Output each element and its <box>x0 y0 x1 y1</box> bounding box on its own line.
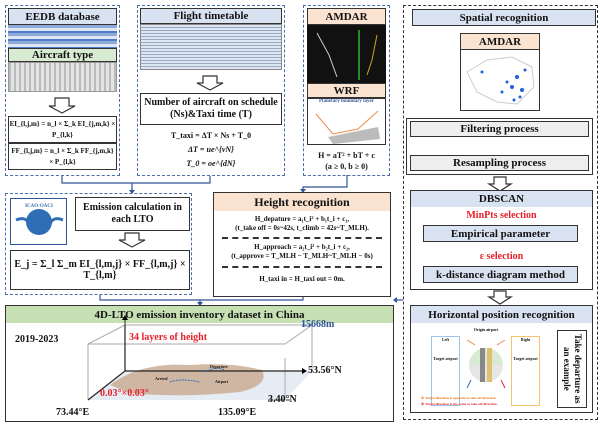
spatial-title: Spatial recognition <box>412 9 596 26</box>
eedb-panel <box>5 5 120 176</box>
south-lat-label: 3.40°N <box>268 394 297 405</box>
aircraft-type-title: Aircraft type <box>8 48 117 62</box>
example-note: Take departure as an example <box>557 330 587 408</box>
epsilon-label: ε selection <box>479 251 524 262</box>
china-map <box>110 364 264 396</box>
right-case: Right Target airport <box>511 336 540 406</box>
spatial-panel <box>403 5 598 420</box>
dbscan-title: DBSCAN <box>411 191 592 207</box>
note-2: ② Target direction is the same as take o… <box>421 402 498 406</box>
origin-label: Origin airport <box>473 327 499 332</box>
emission-formula: E_j = Σ_l Σ_m EI_{l,m,j} × FF_{l,m,j} × … <box>10 250 190 290</box>
resolution-label: 0.03°×0.03° <box>100 388 149 399</box>
inventory-title: 4D-LTO emission inventory dataset in Chi… <box>6 306 393 323</box>
east-lon-label: 135.09°E <box>218 407 257 418</box>
amdar-title: AMDAR <box>307 8 386 25</box>
timetable-title: Flight timetable <box>140 8 282 24</box>
empirical-box: Empirical parameter <box>423 225 578 242</box>
height-condition: (a ≥ 0, b ≥ 0) <box>325 162 368 171</box>
amdar-sounding-image <box>307 25 386 83</box>
aircraft-table-image <box>8 62 117 92</box>
approach-formula: H_approach = a₂t_i² + b₂t_i + c₂, (t_appr… <box>214 243 390 261</box>
north-lat-label: 53.56°N <box>308 365 342 376</box>
target-label: Target airport <box>513 356 538 361</box>
wrf-title: WRF <box>307 83 386 98</box>
west-lon-label: 73.44°E <box>56 407 90 418</box>
minpts-label: MinPts selection <box>466 210 537 221</box>
eedb-title: EEDB database <box>8 8 117 25</box>
horizontal-title: Horizontal position recognition <box>411 306 592 323</box>
height-formula: H = aT² + bT + c <box>318 151 375 160</box>
amdar-points-map <box>462 52 538 109</box>
timetable-panel <box>137 5 285 176</box>
approach-time: (t_approve = T_MLH − T_MLH~T_MLH − 0s) <box>231 252 373 260</box>
note-1: ① Target direction is opposite to take o… <box>421 396 497 400</box>
ei-formula: EI_{l,j,m} = n_l × Σ_k EI_{j,m,k} × P_{l… <box>8 116 117 143</box>
resampling-box: Resampling process <box>410 155 589 171</box>
top-height-label: 15668m <box>301 319 335 330</box>
t0-formula: T_0 = oe^{dN} <box>186 159 236 168</box>
taxi-height-formula: H_taxi in = H_taxi out = 0m. <box>259 275 345 283</box>
year-range: 2019-2023 <box>15 334 59 345</box>
left-label: Left <box>441 337 450 342</box>
airport-label: Airport <box>215 379 229 384</box>
pbl-image: Planetary boundary layer <box>307 98 386 145</box>
kdistance-box: k-distance diagram method <box>423 266 578 283</box>
approach-eq: H_approach = a₂t_i² + b₂t_i + c₂, <box>254 243 350 251</box>
departure-label: Departure <box>210 364 228 369</box>
pbl-label: Planetary boundary layer <box>319 99 374 104</box>
target-label: Target airport <box>433 356 458 361</box>
right-label: Right <box>520 337 531 342</box>
height-title: Height recognition <box>214 193 390 211</box>
eedb-table-image <box>8 25 117 48</box>
arrival-label: Arrival <box>155 376 168 381</box>
timetable-image <box>140 24 282 70</box>
divider <box>222 266 382 268</box>
delta-t-formula: ΔT = ue^{vN} <box>188 145 234 154</box>
departure-eq: H_depature = a₁t_i² + b₁t_i + c₁, <box>254 215 350 223</box>
departure-formula: H_depature = a₁t_i² + b₁t_i + c₁, (t_take… <box>214 215 390 233</box>
divider <box>222 237 382 239</box>
departure-time: (t_take off = 0s~42s, t_climb = 42s~T_ML… <box>235 224 369 232</box>
airport-diagram <box>465 340 507 390</box>
taxi-formula: T_taxi = ΔT × Ns + T_0 <box>170 131 252 140</box>
met-panel <box>303 5 390 176</box>
emission-calc-box: Emission calculation in each LTO <box>75 197 190 231</box>
filtering-box: Filtering process <box>410 121 589 137</box>
spatial-amdar-title: AMDAR <box>460 33 540 50</box>
down-arrow-icon <box>48 97 76 114</box>
layers-label: 34 layers of height <box>129 332 208 343</box>
ff-formula: FF_{l,j,m} = n_l × Σ_k FF_{j,m,k} × P_{l… <box>8 143 117 170</box>
left-case: Left Target airport <box>431 336 460 406</box>
icao-logo: ICAO·OACI <box>10 198 67 245</box>
aircraft-taxi-box: Number of aircraft on schedule (Ns)&Taxi… <box>140 93 282 125</box>
emission-panel <box>5 193 192 295</box>
icao-logo-text: ICAO·OACI <box>25 204 53 209</box>
